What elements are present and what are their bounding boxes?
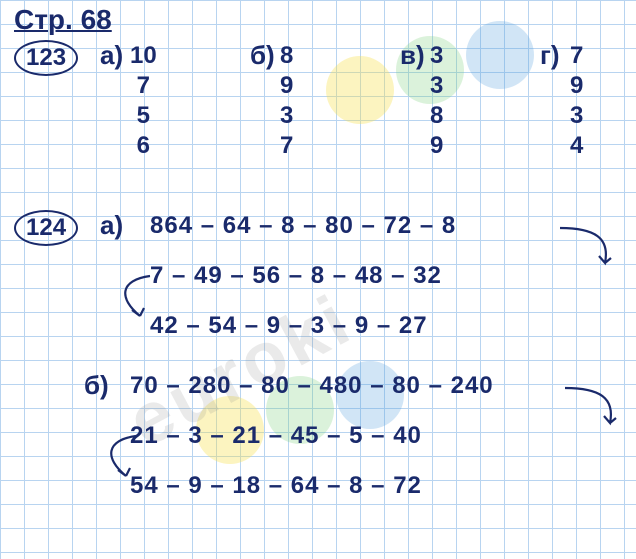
number-cell: 5 — [137, 102, 150, 130]
page-title: Стр. 68 — [14, 4, 112, 36]
column-letter: г) — [540, 40, 560, 71]
number-cell: 9 — [570, 72, 583, 100]
column-letter: в) — [400, 40, 425, 71]
number-column: 3389 — [430, 42, 443, 160]
snake-arrow-a1 — [555, 218, 625, 278]
seq-124b-line3: 54 – 9 – 18 – 64 – 8 – 72 — [130, 472, 422, 500]
snake-arrow-b1 — [560, 378, 630, 438]
number-cell: 8 — [280, 42, 293, 70]
number-column: 10756 — [130, 42, 157, 160]
number-column: 7934 — [570, 42, 583, 160]
seq-124a-line3: 42 – 54 – 9 – 3 – 9 – 27 — [150, 312, 428, 340]
snake-arrow-a2 — [110, 268, 170, 328]
number-cell: 9 — [430, 132, 443, 160]
part-letter-a: а) — [100, 210, 123, 241]
number-cell: 3 — [570, 102, 583, 130]
number-cell: 8 — [430, 102, 443, 130]
number-cell: 4 — [570, 132, 583, 160]
column-letter: а) — [100, 40, 123, 71]
seq-124a-line1: 864 – 64 – 8 – 80 – 72 – 8 — [150, 212, 456, 240]
column-letter: б) — [250, 40, 275, 71]
number-cell: 7 — [570, 42, 583, 70]
exercise-number-circled: 124 — [14, 210, 78, 246]
exercise-124-label: 124 — [14, 210, 78, 246]
exercise-123-label: 123 — [14, 40, 78, 76]
number-cell: 3 — [430, 72, 443, 100]
seq-124a-line2: 7 – 49 – 56 – 8 – 48 – 32 — [150, 262, 442, 290]
number-cell: 3 — [280, 102, 293, 130]
number-column: 8937 — [280, 42, 293, 160]
seq-124b-line1: 70 – 280 – 80 – 480 – 80 – 240 — [130, 372, 494, 400]
snake-arrow-b2 — [96, 428, 156, 488]
number-cell: 3 — [430, 42, 443, 70]
seq-124b-line2: 21 – 3 – 21 – 45 – 5 – 40 — [130, 422, 422, 450]
handwriting-content: Стр. 68 123 а)10756б)8937в)3389г)7934 12… — [0, 0, 636, 559]
exercise-number-circled: 123 — [14, 40, 78, 76]
number-cell: 10 — [130, 42, 157, 70]
number-cell: 7 — [280, 132, 293, 160]
part-letter-b: б) — [84, 370, 109, 401]
number-cell: 6 — [137, 132, 150, 160]
number-cell: 9 — [280, 72, 293, 100]
number-cell: 7 — [137, 72, 150, 100]
